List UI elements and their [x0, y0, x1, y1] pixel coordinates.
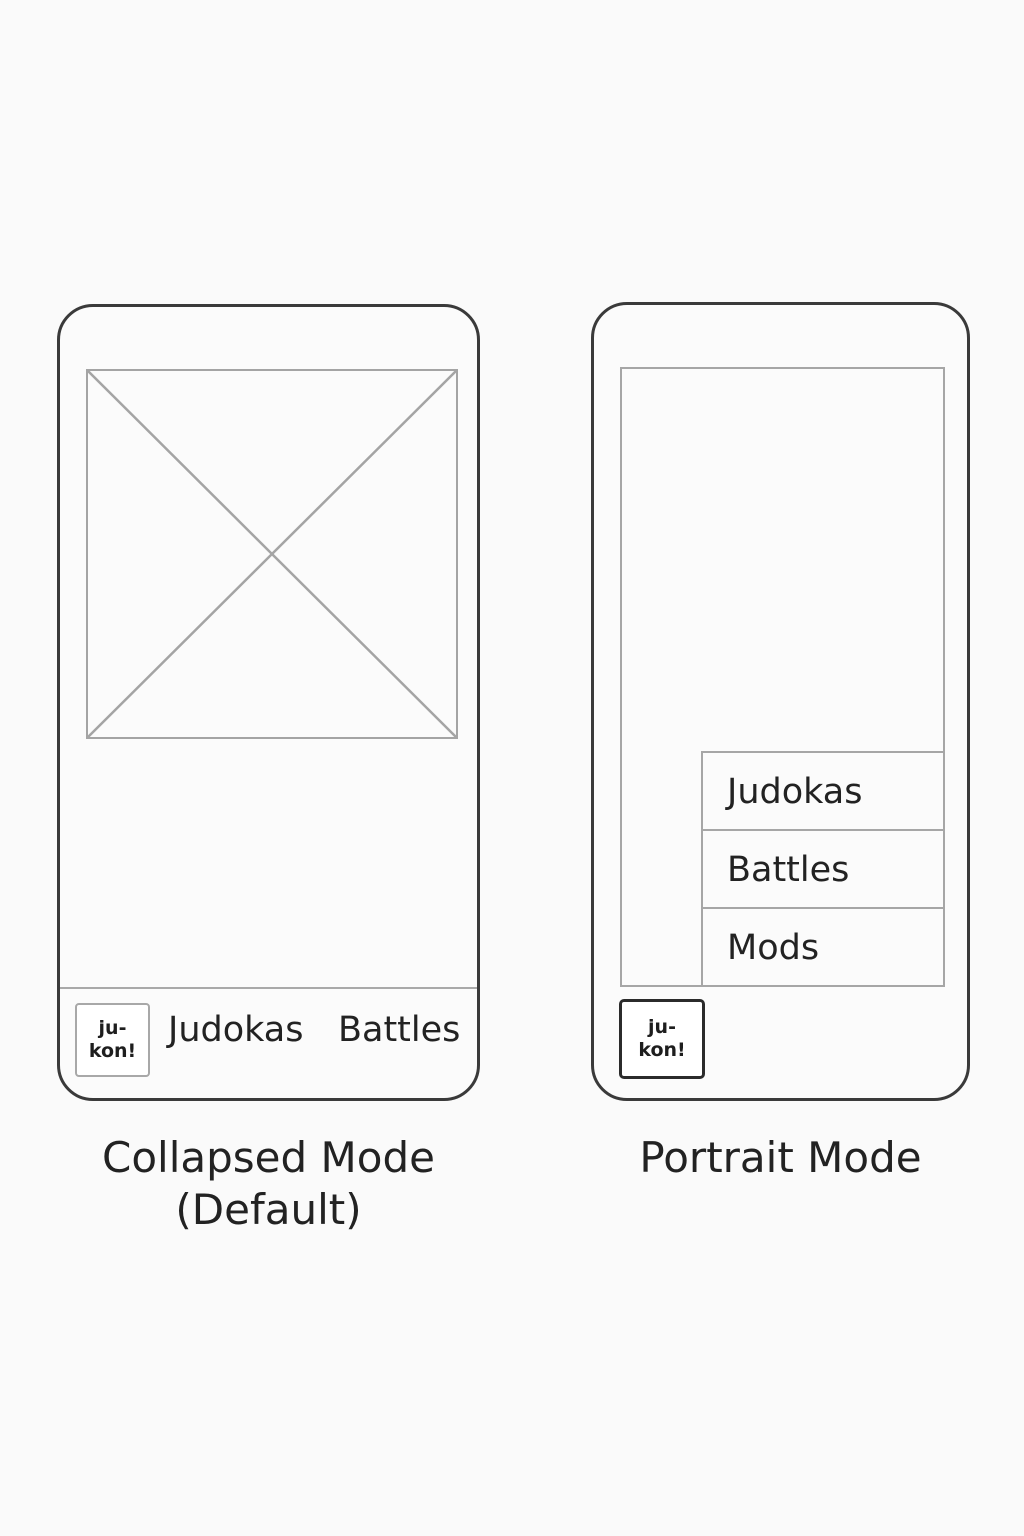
- jukon-logo-button[interactable]: ju- kon!: [619, 999, 705, 1079]
- jukon-logo-text: ju- kon!: [638, 1016, 686, 1061]
- jukon-logo-text: ju- kon!: [88, 1017, 137, 1062]
- caption-collapsed-mode: Collapsed Mode (Default): [102, 1133, 435, 1234]
- nav-bar-divider: [60, 987, 477, 989]
- menu-item-battles[interactable]: Battles: [703, 831, 943, 909]
- nav-item-judokas[interactable]: Judokas: [168, 1010, 304, 1050]
- expanded-menu-panel: Judokas Battles Mods: [701, 751, 945, 987]
- phone-collapsed-mode: ju- kon! Judokas Battles: [57, 304, 480, 1101]
- jukon-logo-button[interactable]: ju- kon!: [75, 1003, 150, 1077]
- phone-portrait-mode: Judokas Battles Mods ju- kon!: [591, 302, 970, 1101]
- image-placeholder-cross-icon: [88, 371, 456, 737]
- menu-item-judokas[interactable]: Judokas: [703, 753, 943, 831]
- caption-portrait-mode: Portrait Mode: [639, 1133, 922, 1182]
- menu-item-mods[interactable]: Mods: [703, 909, 943, 987]
- image-placeholder: [86, 369, 458, 739]
- nav-item-battles[interactable]: Battles: [338, 1010, 461, 1050]
